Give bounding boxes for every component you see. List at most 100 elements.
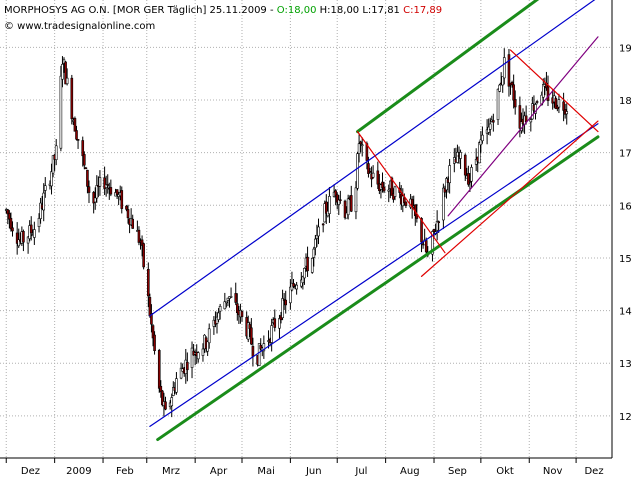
candle-body [215, 316, 219, 324]
candle-body [535, 101, 539, 103]
candle-body [381, 181, 384, 189]
trendline-triangle [420, 120, 599, 277]
candle-body [315, 234, 319, 239]
candle-body [432, 229, 436, 232]
y-tick-label: 16 [619, 201, 632, 212]
y-tick-label: 15 [619, 254, 632, 265]
candle-body [534, 104, 537, 114]
candle-body [403, 197, 406, 203]
candle-body [303, 267, 306, 279]
candle-body [207, 328, 211, 344]
candle-body [257, 343, 261, 367]
candle-body [368, 170, 372, 173]
trendline-trend [447, 36, 599, 217]
candle-body [240, 311, 244, 317]
candle-body [61, 63, 64, 80]
x-tick-label: Okt [496, 466, 514, 477]
candle-body [295, 284, 298, 290]
candle-body [164, 401, 167, 410]
candle-body [84, 167, 88, 170]
x-tick-label: Dez [21, 466, 40, 477]
x-tick-label: Sep [448, 466, 467, 477]
header-close: C:17,89 [400, 5, 442, 16]
candle-body [246, 322, 250, 340]
candle-body [492, 120, 495, 123]
candle-body [51, 155, 55, 174]
candle-body [106, 184, 110, 186]
candle-body [292, 283, 295, 287]
candle-body [103, 177, 106, 189]
candle-body [262, 343, 266, 352]
candle-body [75, 130, 78, 140]
candle-body [498, 84, 501, 92]
candle-body [562, 101, 565, 111]
candle-body [147, 268, 150, 297]
candle-body [142, 243, 145, 268]
candle-body [125, 205, 128, 210]
candle-body [393, 186, 397, 197]
candle-body [531, 103, 534, 120]
candle-body [382, 186, 386, 192]
candle-body [201, 348, 205, 356]
candle-body [109, 187, 113, 195]
header-high: H:18,00 [316, 5, 359, 16]
candle-body [474, 158, 478, 165]
candle-body [29, 224, 33, 234]
copyright-text: © www.tradesignalonline.com [4, 21, 155, 32]
x-tick-label: Jul [354, 466, 367, 477]
candle-body [317, 226, 320, 237]
candle-body [251, 346, 255, 357]
candle-body [335, 194, 339, 203]
candle-body [367, 163, 370, 174]
candle-body [312, 248, 316, 258]
candle-body [39, 202, 42, 219]
candle-body [565, 111, 569, 115]
grid [0, 0, 612, 458]
candle-body [328, 196, 331, 214]
x-tick-label: Aug [400, 466, 420, 477]
candle-body [140, 239, 144, 246]
candle-body [250, 327, 253, 345]
candle-body [479, 139, 483, 146]
candle-body [546, 86, 550, 101]
candle-body [157, 350, 161, 389]
candle-body [284, 299, 288, 306]
candle-body [510, 82, 514, 86]
candle-body [273, 318, 277, 328]
candle-body [223, 301, 227, 310]
candle-body [150, 312, 153, 325]
candle-body [324, 201, 328, 214]
header-low: L:17,81 [359, 5, 400, 16]
candle-body [459, 152, 462, 159]
candle-body [42, 192, 46, 211]
candle-body [300, 279, 303, 287]
candle-body [50, 171, 53, 187]
candle-body [206, 341, 209, 352]
candle-body [190, 347, 194, 368]
candle-body [270, 325, 273, 343]
x-tick-label: 2009 [66, 466, 91, 477]
candle-body [120, 190, 124, 209]
candle-body [443, 188, 447, 193]
candle-body [349, 195, 353, 212]
candle-body [354, 187, 358, 213]
candle-body [337, 199, 341, 205]
candle-body [170, 397, 174, 407]
candle-body [70, 77, 74, 120]
candle-body [179, 367, 183, 379]
candle-body [43, 185, 47, 191]
candle-body [310, 257, 314, 273]
candle-body [126, 209, 130, 219]
candle-body [424, 240, 428, 253]
y-tick-label: 19 [619, 43, 632, 54]
candle-body [278, 318, 281, 329]
candle-body [314, 238, 317, 249]
candle-body [175, 378, 178, 393]
candle-body [137, 229, 141, 243]
candle-body [236, 303, 239, 313]
candle-body [115, 189, 119, 195]
candle-body [161, 390, 164, 406]
candle-body [501, 76, 505, 86]
trendlines [149, 0, 600, 442]
